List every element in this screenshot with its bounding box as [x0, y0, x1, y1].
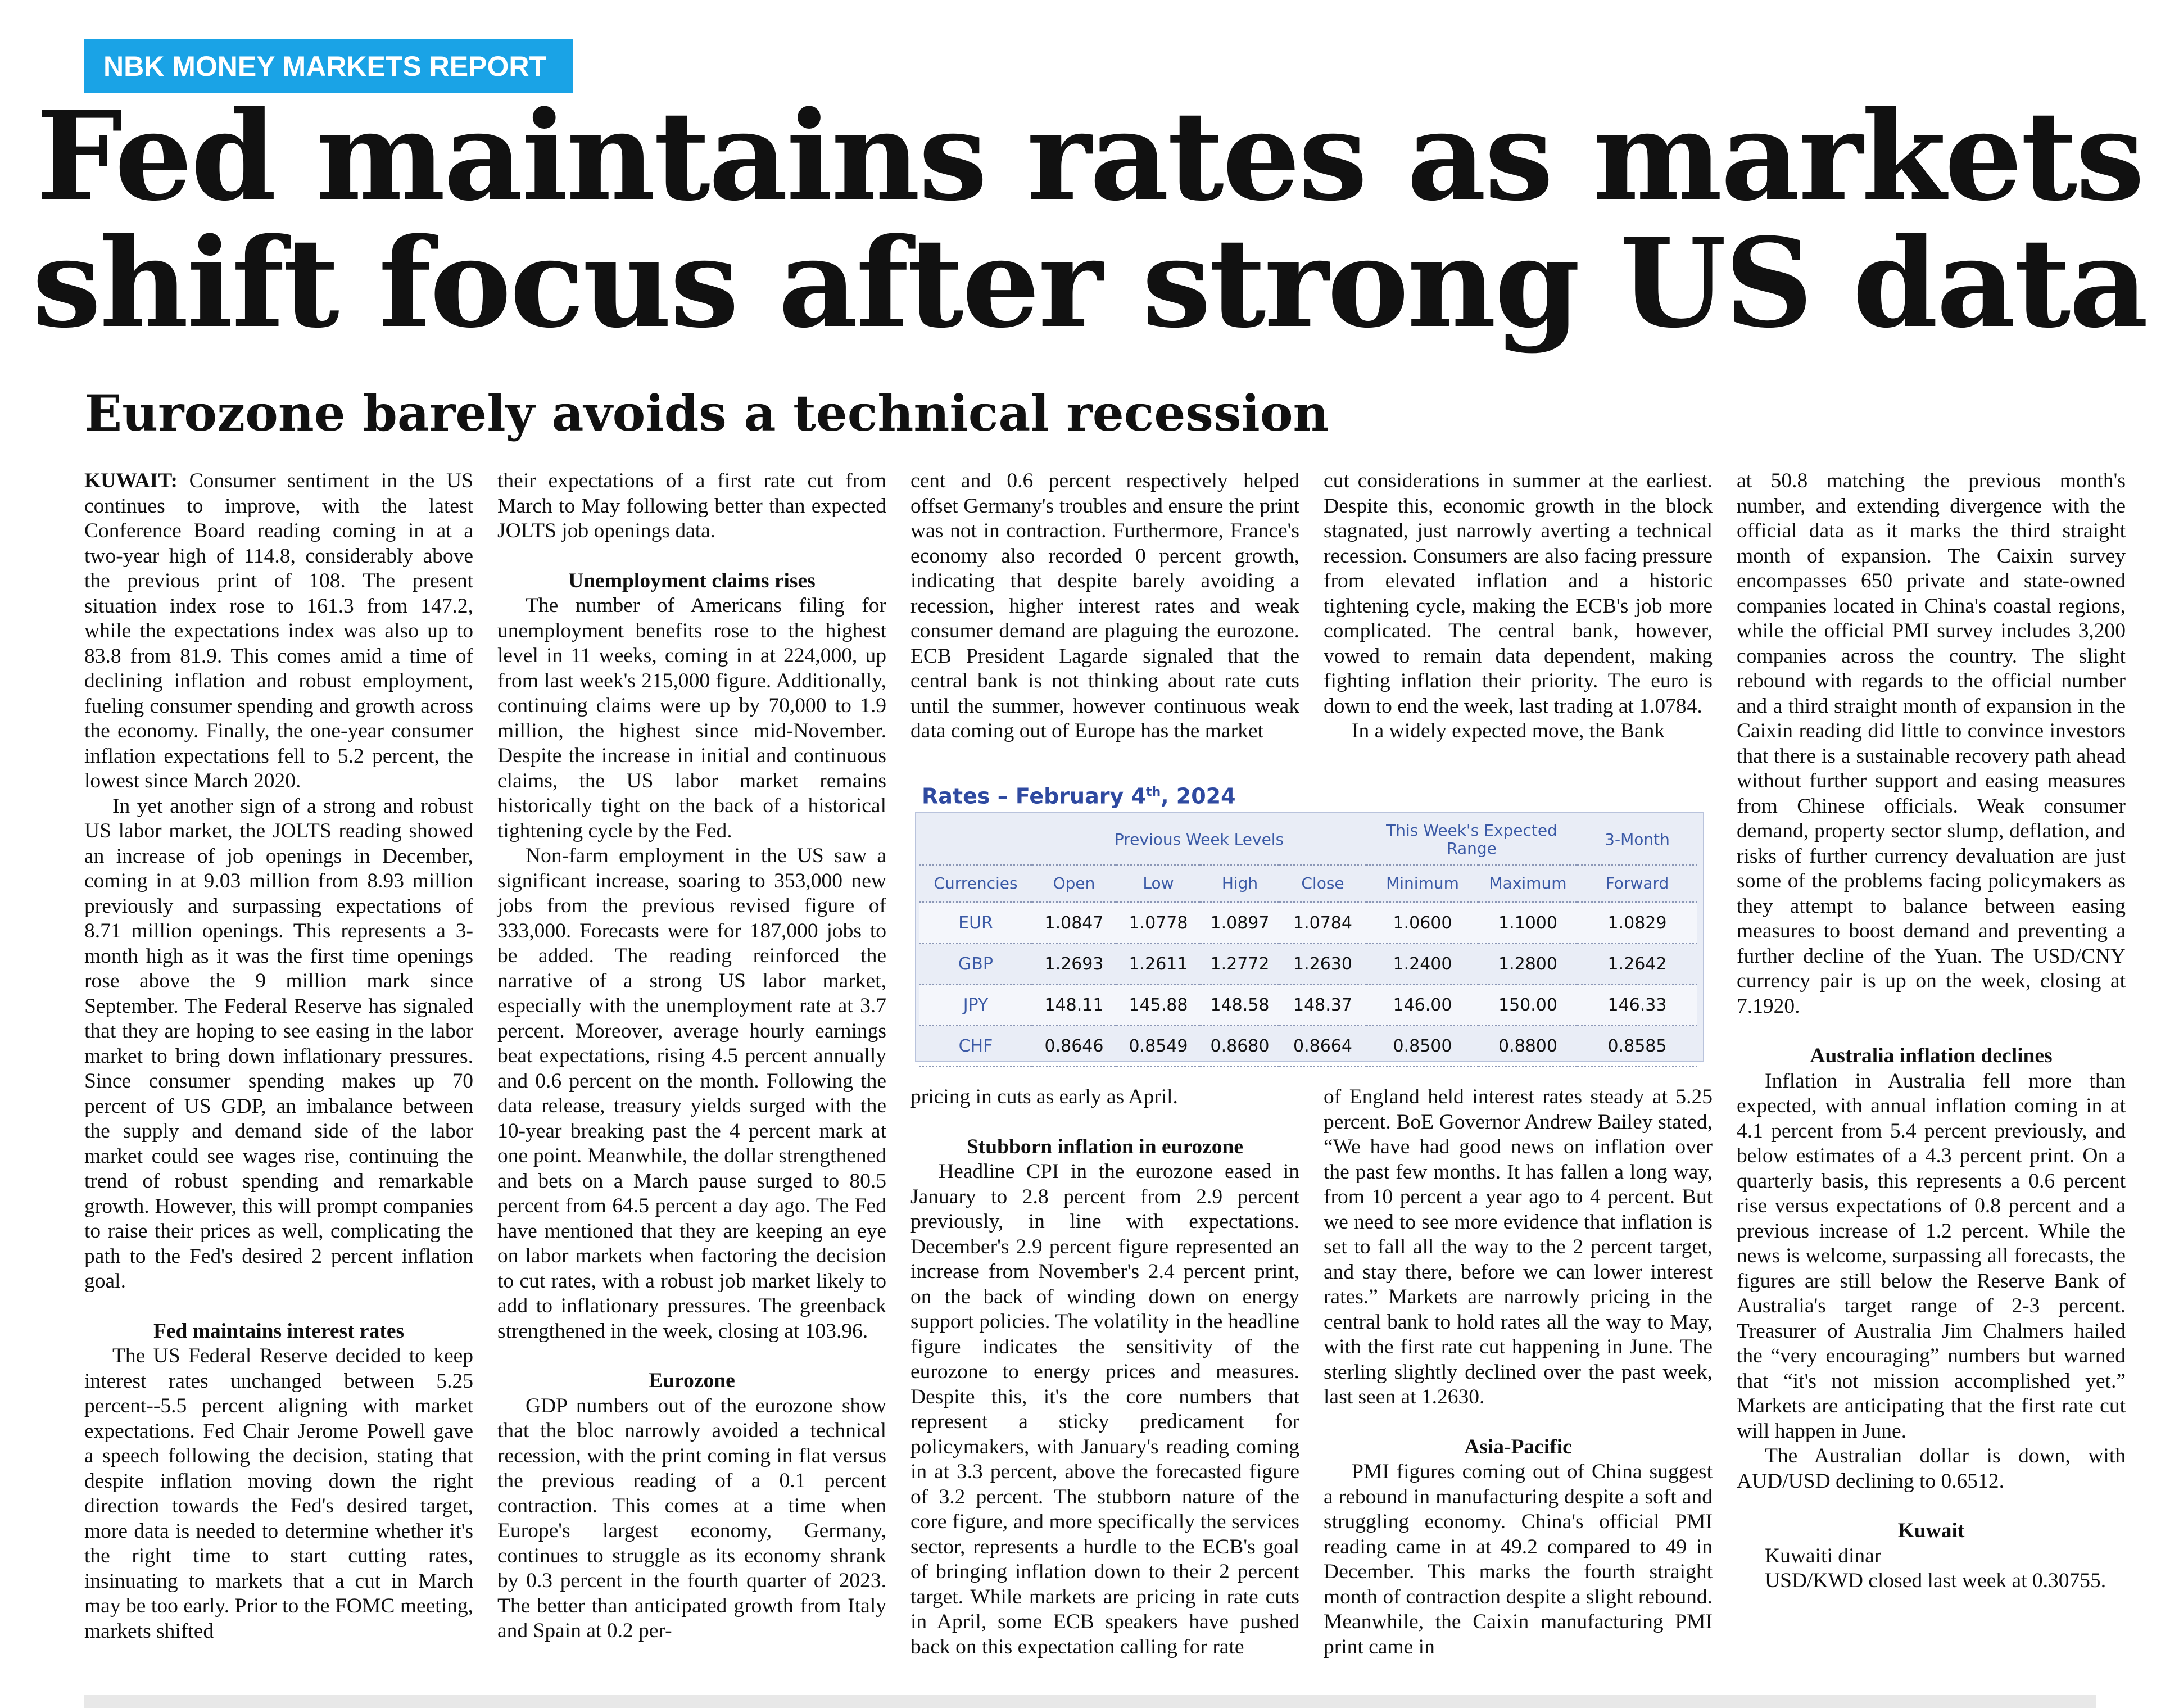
table-cell: 1.0784	[1279, 902, 1366, 944]
column-header: Currencies	[919, 864, 1032, 903]
table-cell: 1.2772	[1201, 943, 1279, 985]
table-cell: 0.8664	[1279, 1025, 1366, 1067]
table-cell: 1.0829	[1577, 902, 1697, 944]
paragraph: their expectations of a first rate cut f…	[497, 469, 886, 542]
table-cell: 0.8585	[1577, 1025, 1697, 1067]
section-heading: Fed maintains interest rates	[153, 1319, 405, 1343]
article-column-1: KUWAIT: Consumer sentiment in the US con…	[84, 469, 473, 1644]
paragraph: of England held interest rates steady at…	[1324, 1085, 1713, 1408]
section-heading: Kuwait	[1897, 1519, 1965, 1542]
dateline: KUWAIT:	[84, 469, 178, 492]
column-header: High	[1201, 864, 1279, 903]
table-row: EUR 1.0847 1.0778 1.0897 1.0784 1.0600 1…	[919, 902, 1697, 944]
paragraph: The US Federal Reserve decided to keep i…	[84, 1344, 473, 1643]
column-header: Low	[1116, 864, 1201, 903]
table-row: GBP 1.2693 1.2611 1.2772 1.2630 1.2400 1…	[919, 943, 1697, 985]
table-cell: 0.8680	[1201, 1025, 1279, 1067]
page-bottom-rule	[84, 1695, 2096, 1708]
table-cell: 1.0847	[1032, 902, 1116, 944]
column-header: Forward	[1577, 864, 1697, 903]
table-cell: 1.2611	[1116, 943, 1201, 985]
column-header: Close	[1279, 864, 1366, 903]
table-cell: 0.8549	[1116, 1025, 1201, 1067]
report-section-tag: NBK MONEY MARKETS REPORT	[84, 39, 573, 93]
group-header-expected: This Week's Expected Range	[1366, 816, 1577, 866]
section-heading: Asia-Pacific	[1464, 1435, 1572, 1458]
paragraph: cut considerations in summer at the earl…	[1324, 469, 1713, 718]
table-cell: 148.11	[1032, 984, 1116, 1026]
table-cell: 1.0600	[1366, 902, 1479, 944]
headline-line-2: shift focus after strong US data	[32, 211, 2148, 355]
paragraph: In yet another sign of a strong and robu…	[84, 794, 473, 1293]
paragraph: PMI figures coming out of China suggest …	[1324, 1460, 1713, 1659]
column-header: Minimum	[1366, 864, 1479, 903]
paragraph: pricing in cuts as early as April.	[910, 1085, 1178, 1108]
table-cell: 148.58	[1201, 984, 1279, 1026]
table-cell: 148.37	[1279, 984, 1366, 1026]
article-column-2: their expectations of a first rate cut f…	[497, 469, 886, 1644]
header-spacer	[919, 816, 1032, 866]
table-cell: 0.8500	[1366, 1025, 1479, 1067]
column-header: Maximum	[1479, 864, 1577, 903]
rates-table-figure: Rates – February 4th, 2024 Previous Week…	[915, 778, 1704, 1067]
currency-cell: JPY	[919, 984, 1032, 1026]
headline: Fed maintains rates as markets shift foc…	[0, 93, 2179, 347]
table-cell: 1.1000	[1479, 902, 1577, 944]
section-heading: Australia inflation declines	[1810, 1044, 2053, 1067]
table-cell: 146.00	[1366, 984, 1479, 1026]
table-row: JPY 148.11 145.88 148.58 148.37 146.00 1…	[919, 984, 1697, 1026]
table-cell: 145.88	[1116, 984, 1201, 1026]
currency-cell: GBP	[919, 943, 1032, 985]
table-row: CHF 0.8646 0.8549 0.8680 0.8664 0.8500 0…	[919, 1025, 1697, 1067]
article-column-3-top: cent and 0.6 percent respectively helped…	[910, 469, 1299, 744]
paragraph: Kuwaiti dinar	[1765, 1544, 1882, 1567]
table-cell: 0.8646	[1032, 1025, 1116, 1067]
section-heading: Eurozone	[649, 1369, 735, 1392]
section-heading: Unemployment claims rises	[568, 569, 816, 592]
paragraph: The number of Americans filing for unemp…	[497, 594, 886, 842]
paragraph: Headline CPI in the eurozone eased in Ja…	[910, 1160, 1299, 1659]
paragraph: USD/KWD closed last week at 0.30755.	[1765, 1569, 2106, 1592]
table-cell: 1.0897	[1201, 902, 1279, 944]
column-header: Open	[1032, 864, 1116, 903]
paragraph-text: Consumer sentiment in the US continues t…	[84, 469, 473, 792]
article-column-4-top: cut considerations in summer at the earl…	[1324, 469, 1713, 744]
table-cell: 0.8800	[1479, 1025, 1577, 1067]
headline-line-1: Fed maintains rates as markets	[36, 84, 2145, 228]
paragraph: GDP numbers out of the eurozone show tha…	[497, 1394, 886, 1643]
paragraph: at 50.8 matching the previous month's nu…	[1737, 469, 2126, 1018]
group-header-previous: Previous Week Levels	[1032, 816, 1366, 866]
paragraph: cent and 0.6 percent respectively helped…	[910, 469, 1299, 742]
paragraph: Inflation in Australia fell more than ex…	[1737, 1069, 2126, 1443]
table-cell: 1.2693	[1032, 943, 1116, 985]
paragraph: In a widely expected move, the Bank	[1352, 719, 1665, 742]
table-cell: 1.2400	[1366, 943, 1479, 985]
article-column-4-bottom: of England held interest rates steady at…	[1324, 1085, 1713, 1660]
article-column-3-bottom: pricing in cuts as early as April. Stubb…	[910, 1085, 1299, 1660]
table-cell: 146.33	[1577, 984, 1697, 1026]
currency-cell: EUR	[919, 902, 1032, 944]
table-cell: 1.2630	[1279, 943, 1366, 985]
table-cell: 1.0778	[1116, 902, 1201, 944]
rates-table: Previous Week Levels This Week's Expecte…	[919, 816, 1697, 1067]
paragraph: The Australian dollar is down, with AUD/…	[1737, 1444, 2126, 1493]
rates-table-title: Rates – February 4th, 2024	[922, 783, 1236, 809]
subheadline: Eurozone barely avoids a technical reces…	[84, 384, 1329, 442]
section-heading: Stubborn inflation in eurozone	[966, 1135, 1244, 1158]
group-header-forward: 3-Month	[1577, 816, 1697, 866]
paragraph: Non-farm employment in the US saw a sign…	[497, 844, 886, 1343]
article-column-5: at 50.8 matching the previous month's nu…	[1737, 469, 2126, 1594]
table-cell: 1.2642	[1577, 943, 1697, 985]
currency-cell: CHF	[919, 1025, 1032, 1067]
table-cell: 1.2800	[1479, 943, 1577, 985]
table-cell: 150.00	[1479, 984, 1577, 1026]
paragraph: KUWAIT: Consumer sentiment in the US con…	[84, 469, 473, 794]
